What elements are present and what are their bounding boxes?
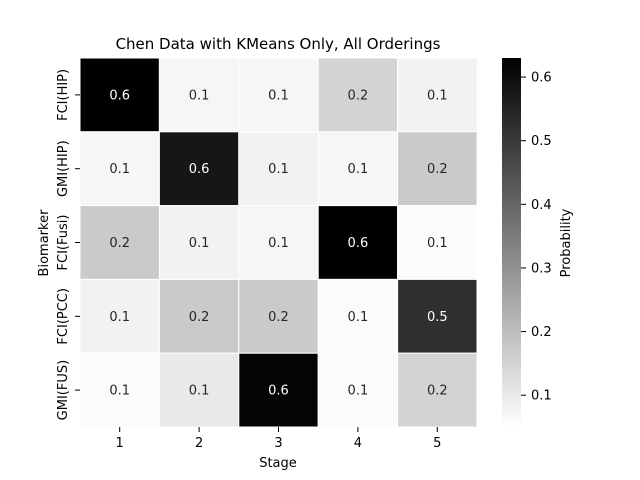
heatmap-cell: [397, 131, 478, 207]
heatmap-cell: [397, 278, 478, 354]
cell-value-label: 0.1: [427, 236, 448, 251]
heatmap-cell: [238, 278, 319, 354]
heatmap-cell: [397, 205, 478, 280]
x-tick-label: 2: [195, 436, 203, 451]
x-tick-label: 5: [433, 436, 441, 451]
cell-value-label: 0.2: [427, 384, 448, 399]
cell-value-label: 0.1: [348, 310, 369, 325]
heatmap-cell: [238, 131, 319, 207]
x-tick-label: 4: [354, 436, 362, 451]
cell-value-label: 0.2: [427, 162, 448, 177]
colorbar-label: Probability: [559, 208, 574, 277]
y-tick-label: GMI(HIP): [56, 140, 71, 197]
cell-value-label: 0.2: [348, 88, 369, 103]
heatmap-cell: [317, 57, 399, 133]
colorbar-tick-label: 0.2: [531, 325, 552, 340]
colorbar-gradient: [502, 58, 521, 427]
colorbar-tick-label: 0.3: [531, 261, 552, 276]
y-axis: FCI(HIP) GMI(HIP) FCI(Fusi) FCI(PCC) GMI(FUS…: [56, 69, 80, 420]
heatmap-cell: [397, 57, 478, 133]
colorbar-tick-label: 0.6: [531, 71, 552, 86]
heatmap-cell: [79, 352, 160, 428]
y-axis-label: Biomarker: [37, 209, 52, 277]
heatmap-cells: 0.6 0.1 0.1 0.2 0.1 0.1 0.6 0.1 0.1 0.2 0.2 0.1 0.1 0…: [79, 57, 478, 428]
cell-value-label: 0.1: [268, 162, 289, 177]
colorbar-tick-label: 0.4: [531, 198, 552, 213]
heatmap-cell: [238, 57, 319, 133]
cell-value-label: 0.6: [189, 162, 210, 177]
cell-value-label: 0.1: [268, 88, 289, 103]
heatmap-cell: [238, 352, 319, 428]
cell-value-label: 0.6: [109, 88, 130, 103]
cell-value-label: 0.6: [268, 384, 289, 399]
chart-title: Chen Data with KMeans Only, All Ordering…: [116, 35, 441, 53]
cell-value-label: 0.1: [348, 384, 369, 399]
heatmap-cell: [79, 57, 160, 133]
cell-value-label: 0.2: [109, 236, 130, 251]
heatmap-cell: [317, 278, 399, 354]
heatmap-cell: [79, 131, 160, 207]
colorbar: 0.1 0.2 0.3 0.4 0.5 0.6: [502, 58, 552, 427]
x-axis-label: Stage: [259, 456, 297, 471]
x-tick-label: 3: [274, 436, 282, 451]
heatmap-cell: [317, 205, 399, 280]
y-tick-label: FCI(PCC): [56, 288, 71, 345]
cell-value-label: 0.1: [348, 162, 369, 177]
x-axis: 1 2 3 4 5: [116, 427, 441, 451]
heatmap-cell: [238, 205, 319, 280]
heatmap-cell: [158, 352, 240, 428]
colorbar-tick-label: 0.5: [531, 134, 552, 149]
heatmap-cell: [397, 352, 478, 428]
cell-value-label: 0.5: [427, 310, 448, 325]
cell-value-label: 0.1: [268, 236, 289, 251]
cell-value-label: 0.1: [189, 236, 210, 251]
cell-value-label: 0.2: [189, 310, 210, 325]
cell-value-label: 0.1: [109, 162, 130, 177]
y-tick-label: FCI(Fusi): [56, 215, 71, 271]
cell-value-label: 0.1: [189, 88, 210, 103]
y-tick-label: GMI(FUS): [56, 360, 71, 421]
heatmap-cell: [158, 278, 240, 354]
colorbar-tick-label: 0.1: [531, 389, 552, 404]
heatmap-cell: [158, 57, 240, 133]
cell-value-label: 0.6: [348, 236, 369, 251]
cell-value-label: 0.1: [109, 384, 130, 399]
x-tick-label: 1: [116, 436, 124, 451]
cell-value-label: 0.1: [427, 88, 448, 103]
cell-value-label: 0.2: [268, 310, 289, 325]
cell-value-label: 0.1: [109, 310, 130, 325]
y-tick-label: FCI(HIP): [56, 69, 71, 121]
heatmap-cell: [158, 205, 240, 280]
cell-value-label: 0.1: [189, 384, 210, 399]
